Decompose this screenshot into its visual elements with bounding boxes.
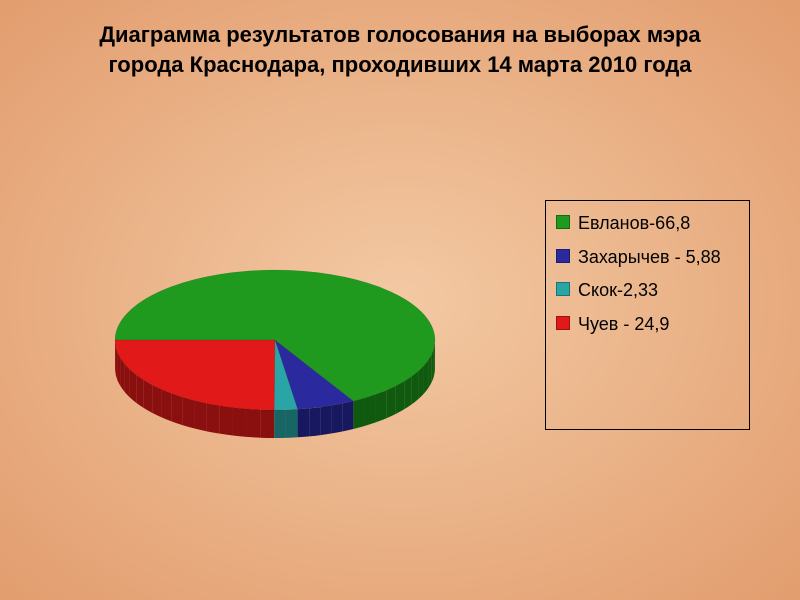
legend-swatch <box>556 215 570 229</box>
pie-side <box>321 405 332 435</box>
pie-side <box>353 398 365 429</box>
legend-item: Евланов-66,8 <box>556 213 739 235</box>
pie-side <box>404 376 412 409</box>
legend-label: Скок-2,33 <box>578 280 658 302</box>
pie-side <box>207 403 220 433</box>
pie-side <box>286 409 298 438</box>
legend-label: Захарычев - 5,88 <box>578 247 721 269</box>
pie-side <box>152 385 161 417</box>
pie-side <box>365 394 376 426</box>
pie-side <box>396 381 405 414</box>
legend-swatch <box>556 282 570 296</box>
pie-side <box>309 407 320 436</box>
legend-label: Чуев - 24,9 <box>578 314 669 336</box>
pie-side <box>220 406 233 436</box>
legend-swatch <box>556 249 570 263</box>
pie-side <box>233 408 247 437</box>
pie-side <box>386 386 395 418</box>
legend-item: Чуев - 24,9 <box>556 314 739 336</box>
pie-side <box>332 403 343 433</box>
legend-swatch <box>556 316 570 330</box>
pie-side <box>162 389 172 421</box>
pie-side <box>144 380 152 413</box>
pie-side <box>136 375 143 408</box>
pie-side <box>183 397 195 428</box>
pie-side <box>172 394 183 426</box>
pie-side <box>343 401 354 431</box>
pie-side <box>376 390 386 422</box>
legend-item: Захарычев - 5,88 <box>556 247 739 269</box>
pie-side <box>195 401 207 432</box>
pie-side <box>130 369 136 402</box>
chart-legend: Евланов-66,8 Захарычев - 5,88 Скок-2,33 Чуе… <box>545 200 750 430</box>
legend-label: Евланов-66,8 <box>578 213 690 235</box>
pie-side <box>274 410 286 438</box>
pie-side <box>247 409 261 438</box>
pie-side <box>260 410 274 438</box>
legend-item: Скок-2,33 <box>556 280 739 302</box>
pie-side <box>298 408 310 437</box>
